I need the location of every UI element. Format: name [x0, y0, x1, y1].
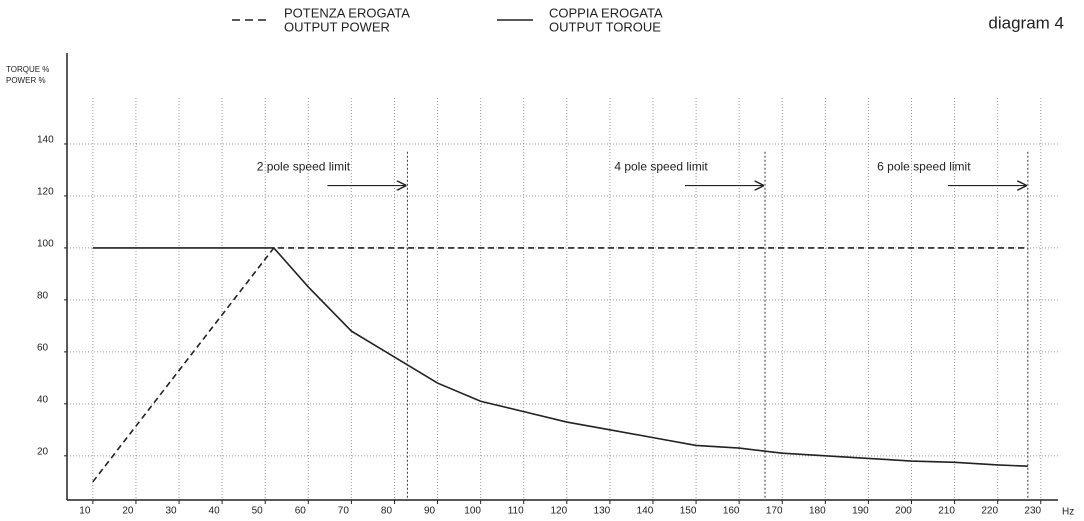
- x-tick-label: 210: [938, 506, 955, 517]
- y-axis-label: TORQUE %: [6, 65, 49, 74]
- x-tick-label: 220: [981, 506, 998, 517]
- x-tick-label: 180: [809, 506, 826, 517]
- x-tick-label: 150: [680, 506, 697, 517]
- x-tick-label: 40: [209, 506, 221, 517]
- x-tick-label: 70: [338, 506, 350, 517]
- x-tick-label: 140: [637, 506, 654, 517]
- y-tick-label: 80: [37, 291, 49, 302]
- x-tick-label: 80: [381, 506, 393, 517]
- y-axis-label: POWER %: [6, 76, 46, 85]
- series-line: [92, 247, 1028, 468]
- x-tick-label: 10: [79, 506, 91, 517]
- x-tick-label: 170: [766, 506, 783, 517]
- legend-label: OUTPUT POWER: [284, 19, 390, 34]
- chart-title: diagram 4: [988, 13, 1064, 32]
- x-tick-label: 190: [852, 506, 869, 517]
- y-tick-label: 40: [37, 394, 49, 405]
- x-tick-label: 120: [550, 506, 567, 517]
- y-tick-label: 20: [37, 446, 49, 457]
- y-tick-label: 140: [37, 135, 54, 146]
- x-tick-label: 50: [252, 506, 264, 517]
- annotation: 4 pole speed limit: [614, 160, 708, 174]
- annotation: 2 pole speed limit: [257, 160, 351, 174]
- series-line: [92, 247, 1028, 483]
- legend-label: COPPIA EROGATA: [549, 5, 663, 20]
- y-tick-label: 120: [37, 187, 54, 198]
- x-tick-label: 110: [508, 506, 524, 517]
- annotation: 6 pole speed limit: [877, 160, 971, 174]
- legend-label: OUTPUT TOROUE: [549, 19, 661, 34]
- x-tick-label: 100: [464, 506, 481, 517]
- x-axis-label: Hz: [1062, 507, 1074, 518]
- legend-label: POTENZA EROGATA: [284, 5, 410, 20]
- x-tick-label: 160: [723, 506, 740, 517]
- x-tick-label: 130: [594, 506, 611, 517]
- y-tick-label: 100: [37, 239, 54, 250]
- x-tick-label: 20: [122, 506, 134, 517]
- x-tick-label: 200: [895, 506, 912, 517]
- y-tick-label: 60: [37, 343, 49, 354]
- x-tick-label: 60: [295, 506, 307, 517]
- x-tick-label: 230: [1024, 506, 1041, 517]
- x-tick-label: 30: [165, 506, 177, 517]
- x-tick-label: 90: [424, 506, 436, 517]
